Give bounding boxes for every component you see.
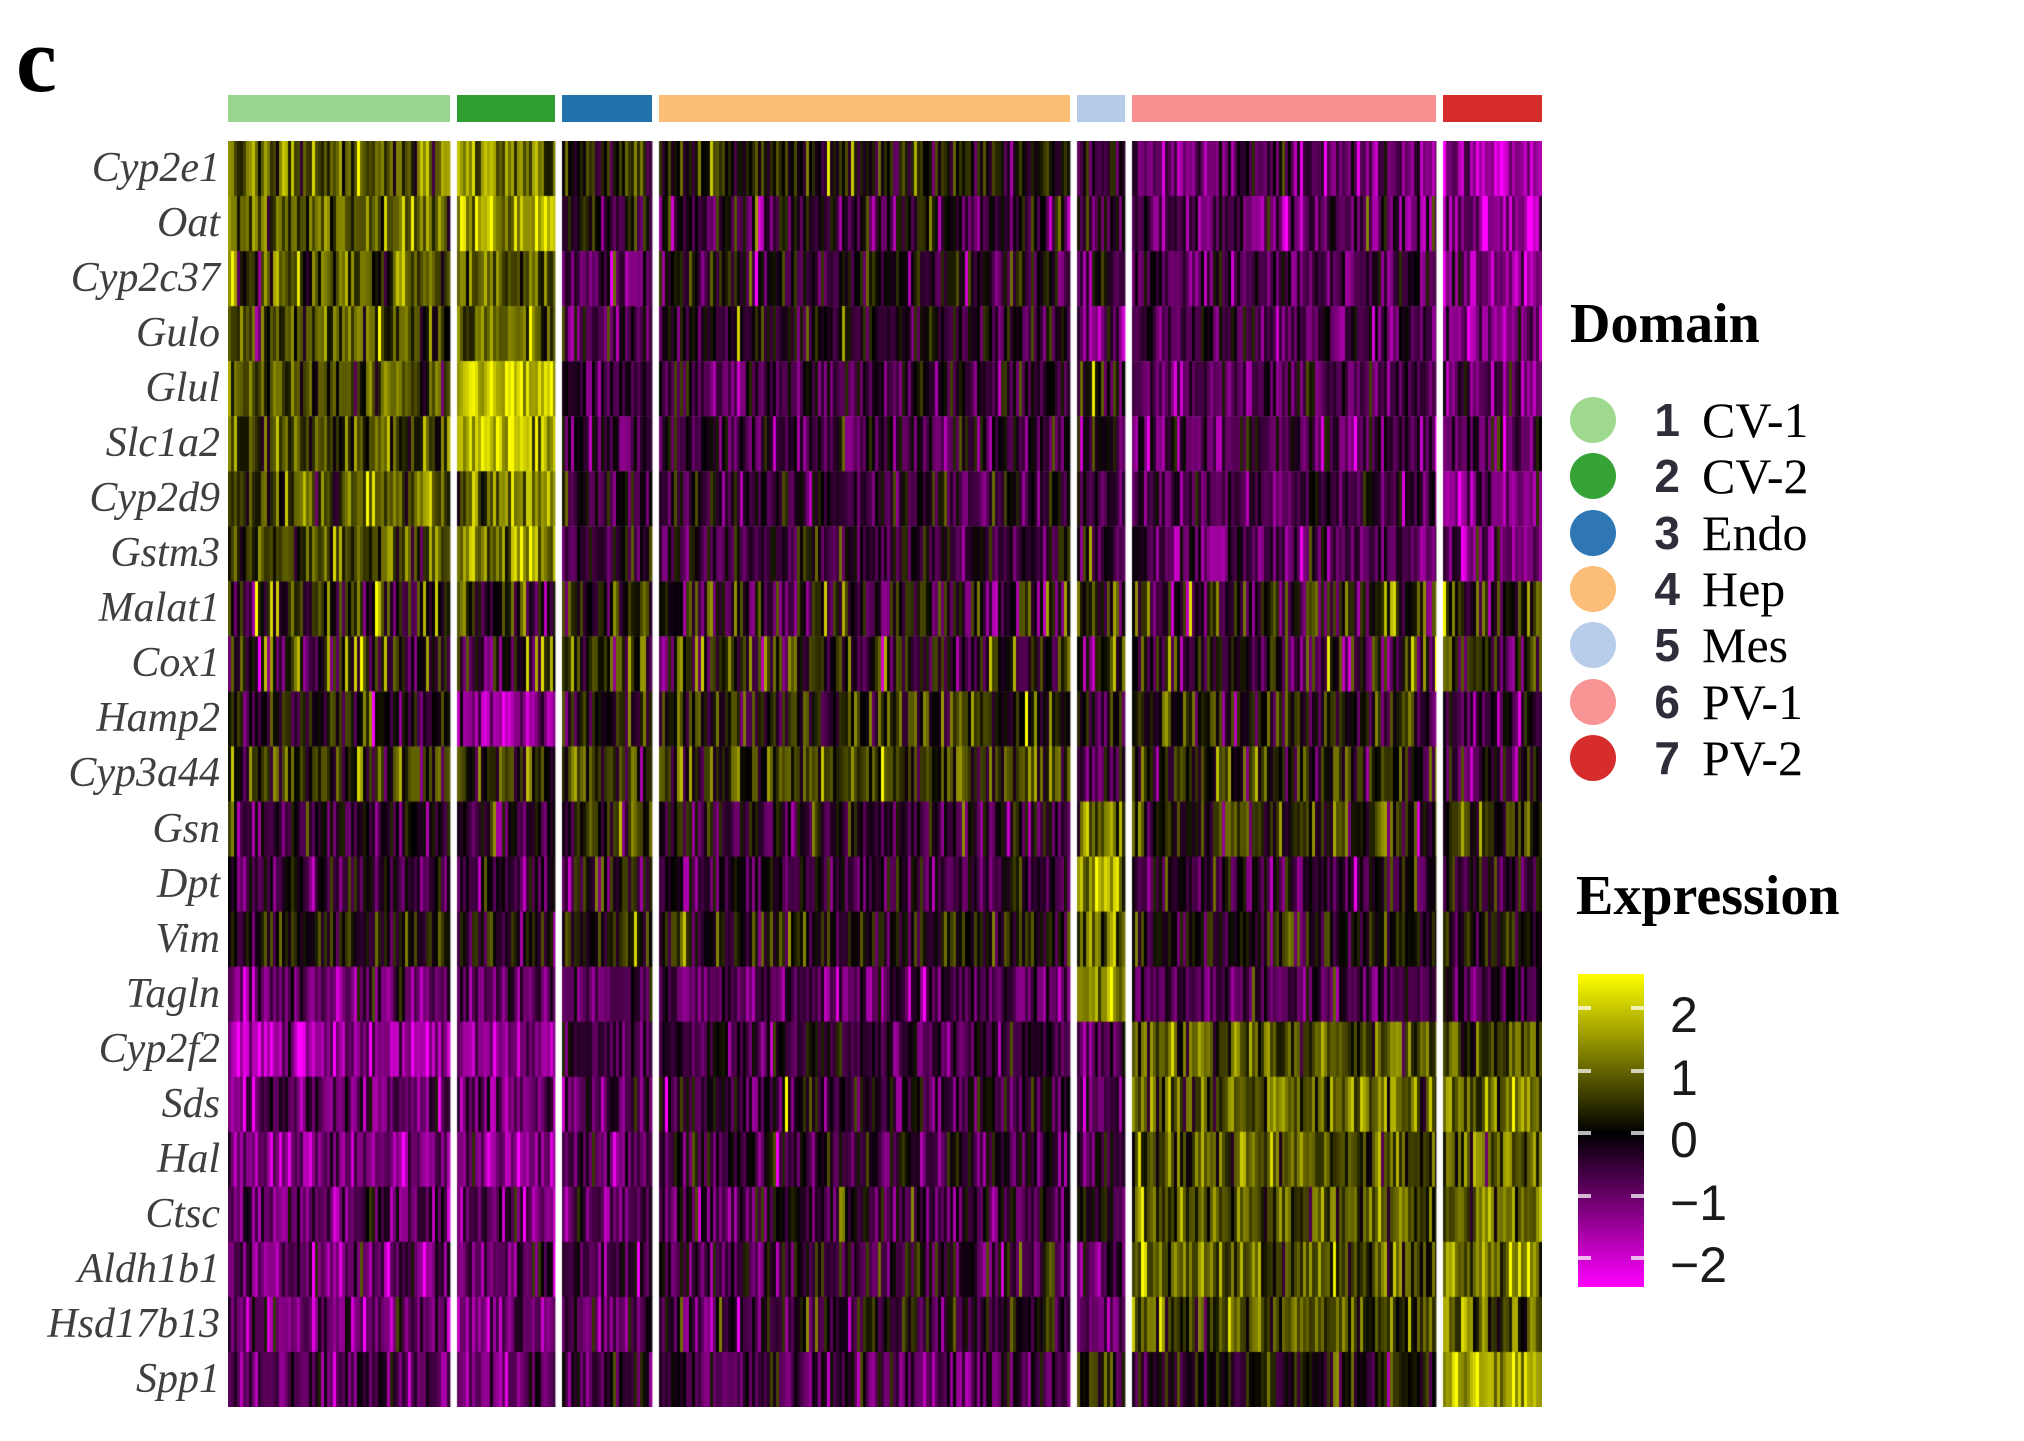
domain-color-dot-icon — [1570, 734, 1616, 781]
gene-label-Cox1: Cox1 — [131, 640, 220, 687]
expression-tick-label: −2 — [1670, 1237, 1728, 1293]
gene-label-Gsn: Gsn — [152, 805, 220, 852]
gene-label-Vim: Vim — [155, 915, 220, 962]
expression-tick-dash — [1578, 1006, 1591, 1010]
domain-annotation-segment-CV-1 — [228, 95, 450, 122]
expression-tick-label: 1 — [1670, 1049, 1698, 1106]
gene-label-Cyp2d9: Cyp2d9 — [89, 475, 220, 522]
expression-tick-dash — [1631, 1256, 1644, 1260]
domain-annotation-segment-PV-2 — [1443, 95, 1542, 122]
domain-legend-number: 7 — [1654, 731, 1680, 784]
domain-legend-number: 5 — [1654, 619, 1680, 672]
gene-label-Cyp2c37: Cyp2c37 — [70, 255, 220, 302]
domain-legend-number: 1 — [1654, 394, 1680, 446]
gene-axis-labels: Cyp2e1 Oat Cyp2c37 Gulo Glul Slc1a2 Cyp2d9 Gstm… — [0, 141, 220, 1407]
domain-legend-item-PV-1: 6 PV-1 — [1570, 674, 2010, 730]
domain-legend-item-Mes: 5 Mes — [1570, 617, 2010, 673]
expression-tick-dash — [1631, 1068, 1644, 1073]
gene-label-Hal: Hal — [157, 1135, 220, 1182]
expression-colorbar — [1578, 974, 1644, 1287]
domain-legend-number: 2 — [1654, 450, 1680, 503]
domain-legend-item-PV-2: 7 PV-2 — [1570, 730, 2010, 786]
domain-color-dot-icon — [1570, 509, 1616, 556]
domain-annotation-segment-Endo — [562, 95, 652, 122]
gene-label-Spp1: Spp1 — [136, 1355, 220, 1402]
domain-legend-number: 6 — [1654, 675, 1680, 728]
domain-annotation-segment-CV-2 — [457, 95, 555, 122]
gene-label-Hamp2: Hamp2 — [96, 695, 220, 742]
domain-legend-item-Hep: 4 Hep — [1570, 561, 2010, 617]
domain-color-dot-icon — [1570, 397, 1616, 443]
domain-legend-item-CV-2: 2 CV-2 — [1570, 448, 2010, 504]
gene-label-Cyp2f2: Cyp2f2 — [98, 1025, 220, 1072]
domain-annotation-segment-PV-1 — [1132, 95, 1436, 122]
domain-legend-number: 4 — [1654, 562, 1680, 615]
gene-label-Glul: Glul — [145, 365, 220, 412]
gene-label-Tagln: Tagln — [125, 970, 220, 1017]
expression-tick-label: 2 — [1670, 987, 1698, 1043]
domain-legend-label: Endo — [1702, 504, 1808, 561]
domain-annotation-segment-Hep — [659, 95, 1070, 122]
domain-annotation-segment-Mes — [1077, 95, 1125, 122]
gene-label-Oat: Oat — [157, 200, 220, 247]
domain-color-dot-icon — [1570, 622, 1616, 669]
gene-label-Sds: Sds — [161, 1080, 220, 1127]
domain-color-dot-icon — [1570, 678, 1616, 725]
expression-tick-dash — [1578, 1131, 1591, 1135]
gene-label-Cyp3a44: Cyp3a44 — [68, 750, 220, 797]
domain-legend-number: 3 — [1654, 506, 1680, 559]
domain-legend-label: CV-2 — [1702, 448, 1809, 505]
domain-legend-label: Mes — [1702, 617, 1789, 674]
panel-label: c — [16, 9, 57, 111]
domain-legend-label: PV-2 — [1702, 729, 1803, 786]
domain-legend-label: PV-1 — [1702, 673, 1803, 730]
heatmap-canvas — [228, 141, 1542, 1407]
expression-legend-title: Expression — [1576, 865, 1840, 927]
domain-color-dot-icon — [1570, 565, 1616, 612]
expression-tick-dash — [1631, 1193, 1644, 1198]
domain-legend-item-CV-1: 1 CV-1 — [1570, 392, 2010, 448]
gene-label-Slc1a2: Slc1a2 — [105, 420, 220, 467]
domain-legend-title: Domain — [1570, 293, 1760, 355]
expression-tick-dash — [1578, 1068, 1591, 1073]
expression-tick-dash — [1578, 1193, 1591, 1198]
gene-label-Dpt: Dpt — [157, 860, 220, 907]
gene-label-Cyp2e1: Cyp2e1 — [91, 145, 220, 191]
gene-label-Ctsc: Ctsc — [145, 1190, 220, 1237]
domain-legend-item-Endo: 3 Endo — [1570, 505, 2010, 561]
gene-label-Malat1: Malat1 — [98, 585, 220, 632]
expression-tick-label: 0 — [1670, 1112, 1698, 1168]
gene-label-Gstm3: Gstm3 — [110, 530, 220, 577]
gene-label-Gulo: Gulo — [136, 310, 220, 357]
domain-annotation-bar — [228, 95, 1542, 122]
expression-tick-dash — [1631, 1131, 1644, 1135]
expression-tick-dash — [1631, 1006, 1644, 1010]
domain-color-dot-icon — [1570, 453, 1616, 500]
domain-legend-label: Hep — [1702, 560, 1786, 617]
gene-label-Hsd17b13: Hsd17b13 — [47, 1300, 220, 1347]
gene-label-Aldh1b1: Aldh1b1 — [77, 1245, 220, 1292]
expression-tick-label: −1 — [1670, 1174, 1728, 1231]
expression-tick-dash — [1578, 1256, 1591, 1260]
domain-legend-label: CV-1 — [1702, 392, 1809, 448]
